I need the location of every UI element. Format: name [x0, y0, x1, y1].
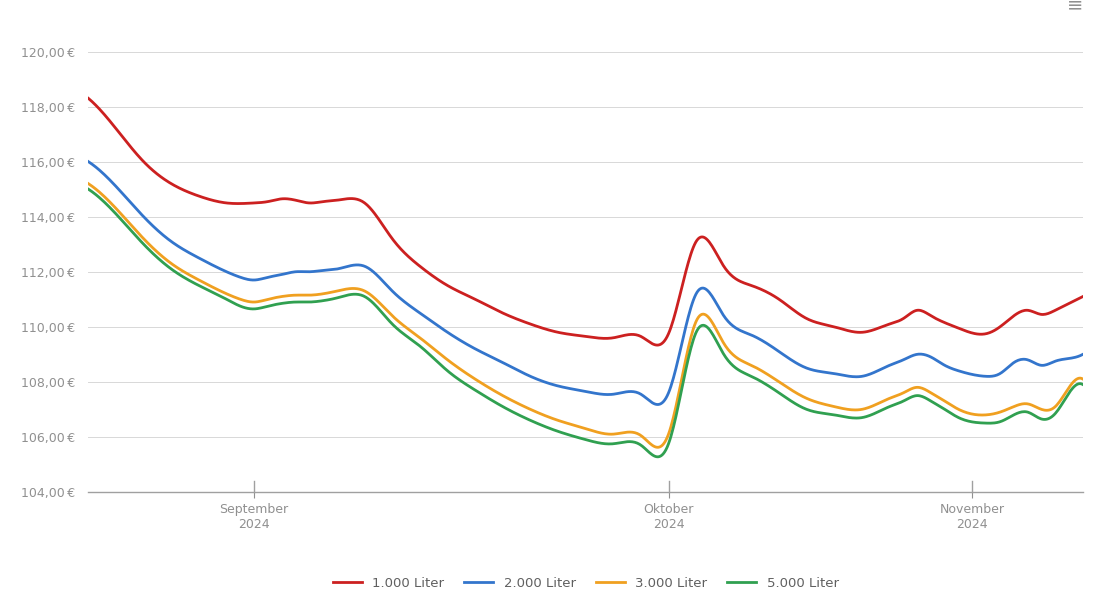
1.000 Liter — [651, 341, 664, 349]
2.000 Liter — [661, 393, 674, 400]
5.000 Liter — [716, 350, 729, 357]
1.000 Liter — [1076, 293, 1090, 300]
3.000 Liter — [716, 339, 729, 346]
2.000 Liter — [82, 158, 95, 166]
3.000 Liter — [939, 399, 953, 406]
1.000 Liter — [939, 320, 953, 327]
5.000 Liter — [651, 453, 664, 461]
2.000 Liter — [838, 372, 851, 379]
2.000 Liter — [651, 401, 664, 408]
Legend: 1.000 Liter, 2.000 Liter, 3.000 Liter, 5.000 Liter: 1.000 Liter, 2.000 Liter, 3.000 Liter, 5… — [327, 572, 844, 595]
2.000 Liter — [1076, 351, 1090, 358]
1.000 Liter — [838, 326, 851, 333]
5.000 Liter — [838, 413, 851, 420]
5.000 Liter — [82, 185, 95, 193]
2.000 Liter — [686, 297, 699, 304]
3.000 Liter — [82, 180, 95, 187]
Line: 2.000 Liter: 2.000 Liter — [88, 162, 1083, 405]
3.000 Liter — [686, 325, 699, 332]
1.000 Liter — [143, 164, 156, 171]
3.000 Liter — [661, 434, 674, 441]
5.000 Liter — [939, 406, 953, 414]
5.000 Liter — [686, 336, 699, 343]
1.000 Liter — [716, 262, 729, 269]
5.000 Liter — [1076, 381, 1090, 388]
3.000 Liter — [143, 241, 156, 248]
3.000 Liter — [838, 405, 851, 412]
2.000 Liter — [939, 362, 953, 370]
Line: 5.000 Liter: 5.000 Liter — [88, 189, 1083, 457]
Text: ≡: ≡ — [1066, 0, 1083, 14]
2.000 Liter — [716, 311, 729, 318]
1.000 Liter — [82, 95, 95, 102]
1.000 Liter — [661, 333, 674, 340]
1.000 Liter — [686, 244, 699, 251]
5.000 Liter — [661, 444, 674, 451]
Line: 1.000 Liter: 1.000 Liter — [88, 98, 1083, 345]
Line: 3.000 Liter: 3.000 Liter — [88, 184, 1083, 447]
5.000 Liter — [143, 246, 156, 253]
2.000 Liter — [143, 219, 156, 226]
3.000 Liter — [1076, 376, 1090, 383]
3.000 Liter — [651, 444, 664, 451]
